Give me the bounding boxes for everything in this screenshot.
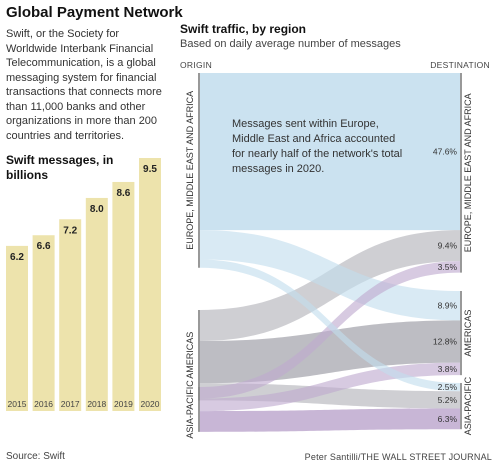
bar-value-label: 6.2 — [10, 252, 24, 263]
flow-percent-label: 3.8% — [438, 364, 458, 374]
origin-node-label: EUROPE, MIDDLE EAST AND AFRICA — [185, 91, 195, 250]
bar-value-label: 9.5 — [143, 164, 157, 175]
bar-category-label: 2019 — [114, 399, 133, 409]
bar-2018 — [85, 197, 108, 411]
bar-category-label: 2017 — [61, 399, 80, 409]
bar-value-label: 8.6 — [116, 188, 130, 199]
bar-value-label: 8.0 — [90, 204, 104, 215]
sankey-title: Swift traffic, by region — [180, 22, 307, 36]
bar-value-label: 7.2 — [63, 225, 77, 236]
flow-percent-label: 2.5% — [438, 382, 458, 392]
flow-percent-label: 47.6% — [433, 147, 458, 157]
flow-2.5% — [200, 259, 460, 392]
flow-47.6% — [200, 73, 460, 231]
flow-5.2% — [200, 383, 460, 409]
flow-percent-label: 12.8% — [433, 336, 458, 346]
bar-2016 — [32, 235, 55, 411]
bar-2017 — [59, 219, 82, 411]
credit-line: Peter Santilli/THE WALL STREET JOURNAL — [304, 452, 492, 462]
bar-2015 — [6, 245, 28, 411]
source-note: Source: Swift — [6, 451, 65, 462]
bar-category-label: 2020 — [141, 399, 160, 409]
destination-node-label: ASIA-PACIFIC — [463, 376, 473, 435]
flow-12.8% — [200, 320, 460, 384]
flow-3.5% — [200, 261, 460, 399]
origin-node-label: AMERICAS — [185, 332, 195, 379]
flow-8.9% — [200, 230, 460, 321]
bar-category-label: 2018 — [87, 399, 106, 409]
bar-2019 — [112, 181, 135, 411]
bar-chart: 6.2 2015 6.6 2016 7.2 2017 8.0 2018 8.6 2019 9.5 20… — [6, 158, 161, 411]
flow-percent-label: 9.4% — [438, 241, 458, 251]
sankey-chart: EUROPE, MIDDLE EAST AND AFRICAAMERICASAS… — [180, 60, 490, 439]
flow-percent-label: 8.9% — [438, 301, 458, 311]
flow-percent-label: 6.3% — [438, 414, 458, 424]
bar-value-label: 6.6 — [37, 241, 51, 252]
sankey-subtitle: Based on daily average number of message… — [180, 38, 401, 50]
destination-node-label: EUROPE, MIDDLE EAST AND AFRICA — [463, 93, 473, 252]
sankey-flows — [200, 73, 460, 432]
destination-node-label: AMERICAS — [463, 310, 473, 357]
left-description: Swift, or the Society for Worldwide Inte… — [6, 28, 162, 142]
origin-header: ORIGIN — [180, 60, 212, 70]
flow-percent-label: 3.5% — [438, 262, 458, 272]
bar-chart-title: Swift messages, in billions — [6, 153, 114, 182]
destination-header: DESTINATION — [430, 60, 490, 70]
bar-2020 — [139, 158, 161, 411]
annotation-text: Messages sent within Europe, Middle East… — [232, 118, 403, 175]
flow-6.3% — [200, 408, 460, 432]
flow-percent-label: 5.2% — [438, 395, 458, 405]
bar-category-label: 2016 — [34, 399, 53, 409]
bar-category-label: 2015 — [8, 399, 27, 409]
left-title: Global Payment Network — [6, 4, 183, 21]
origin-node-label: ASIA-PACIFIC — [185, 380, 195, 439]
